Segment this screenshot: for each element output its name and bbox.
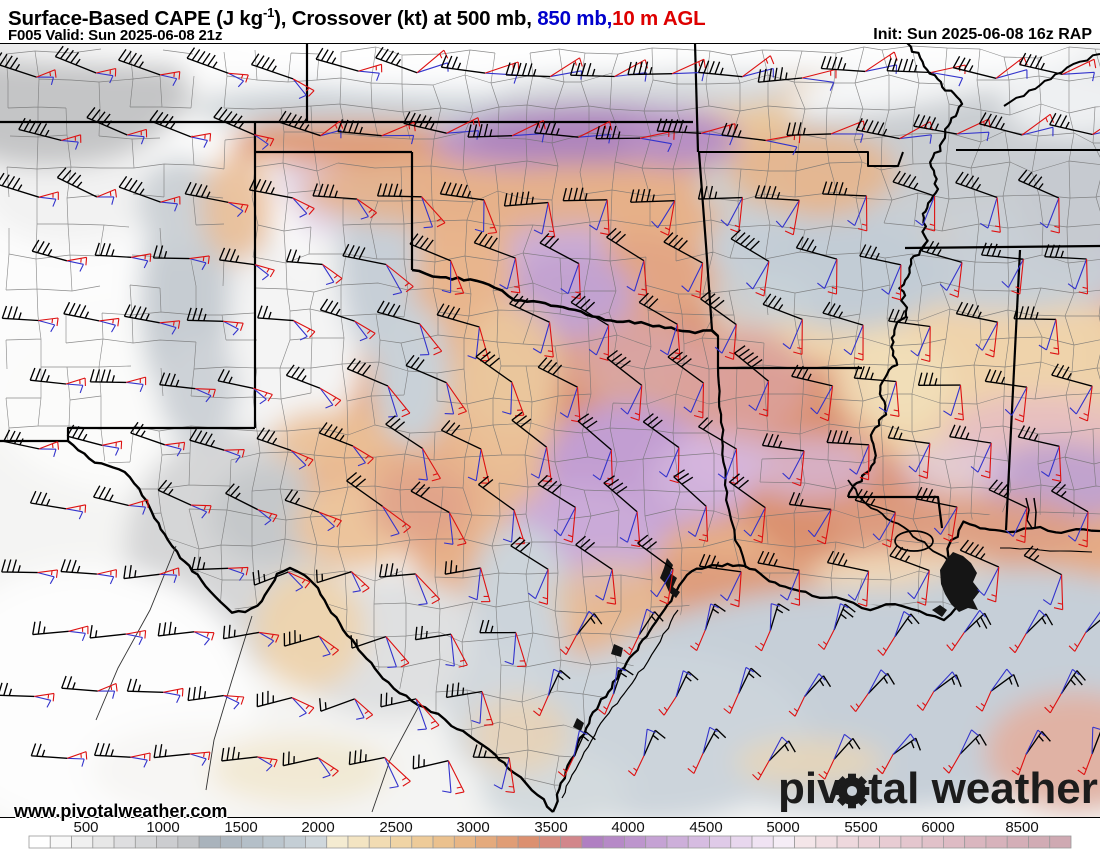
- svg-text:2500: 2500: [379, 819, 412, 836]
- svg-text:5000: 5000: [766, 819, 799, 836]
- svg-text:tal weather: tal weather: [868, 764, 1098, 813]
- svg-text:500: 500: [73, 819, 98, 836]
- svg-text:3500: 3500: [534, 819, 567, 836]
- svg-text:6000: 6000: [921, 819, 954, 836]
- svg-text:4500: 4500: [689, 819, 722, 836]
- svg-text:3000: 3000: [456, 819, 489, 836]
- svg-text:8500: 8500: [1005, 819, 1038, 836]
- svg-text:2000: 2000: [301, 819, 334, 836]
- svg-text:5500: 5500: [844, 819, 877, 836]
- svg-text:1500: 1500: [224, 819, 257, 836]
- svg-text:piv: piv: [778, 764, 842, 813]
- svg-text:4000: 4000: [611, 819, 644, 836]
- svg-text:1000: 1000: [146, 819, 179, 836]
